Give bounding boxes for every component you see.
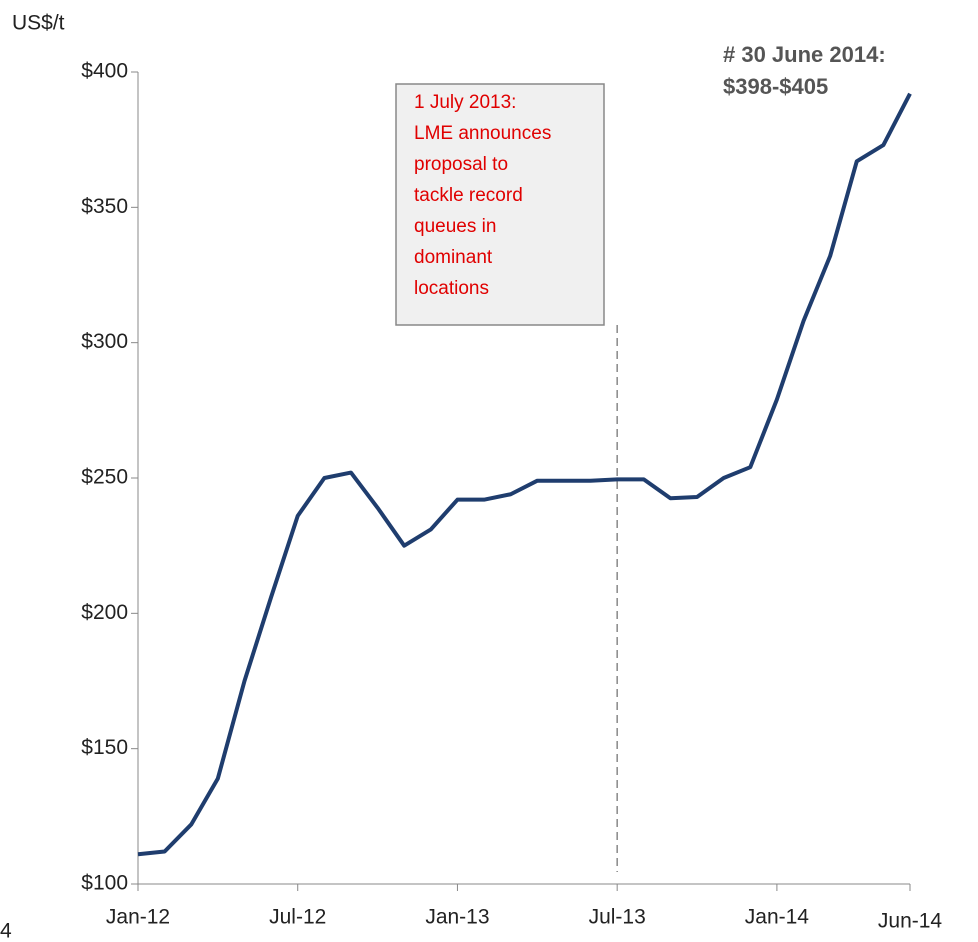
annotation-text: locations	[414, 278, 489, 299]
page-number: 4	[0, 920, 12, 942]
y-tick-label: $200	[81, 601, 128, 624]
y-tick-label: $400	[81, 60, 128, 83]
annotation-text: 1 July 2013:	[414, 92, 516, 113]
y-tick-label: $150	[81, 736, 128, 759]
x-tick-label: Jun-14	[878, 910, 943, 933]
x-tick-label: Jan-14	[745, 906, 810, 929]
y-axis-label: US$/t	[12, 12, 65, 35]
y-tick-label: $100	[81, 872, 128, 895]
annotation-text: proposal to	[414, 154, 508, 175]
x-tick-label: Jan-13	[425, 906, 489, 929]
x-tick-label: Jan-12	[106, 906, 170, 929]
annotation-text: LME announces	[414, 123, 551, 144]
y-tick-label: $350	[81, 195, 128, 218]
annotation-text: tackle record	[414, 185, 523, 206]
annotation-text: $398-$405	[723, 74, 828, 99]
x-tick-label: Jul-12	[269, 906, 326, 929]
x-tick-label: Jul-13	[589, 906, 646, 929]
annotation-box	[395, 83, 605, 326]
annotation-text: dominant	[414, 247, 493, 268]
y-tick-label: $300	[81, 330, 128, 353]
annotation-text: # 30 June 2014:	[723, 42, 886, 67]
y-tick-label: $250	[81, 466, 128, 489]
line-series	[137, 92, 912, 857]
annotation-text: queues in	[414, 216, 496, 237]
